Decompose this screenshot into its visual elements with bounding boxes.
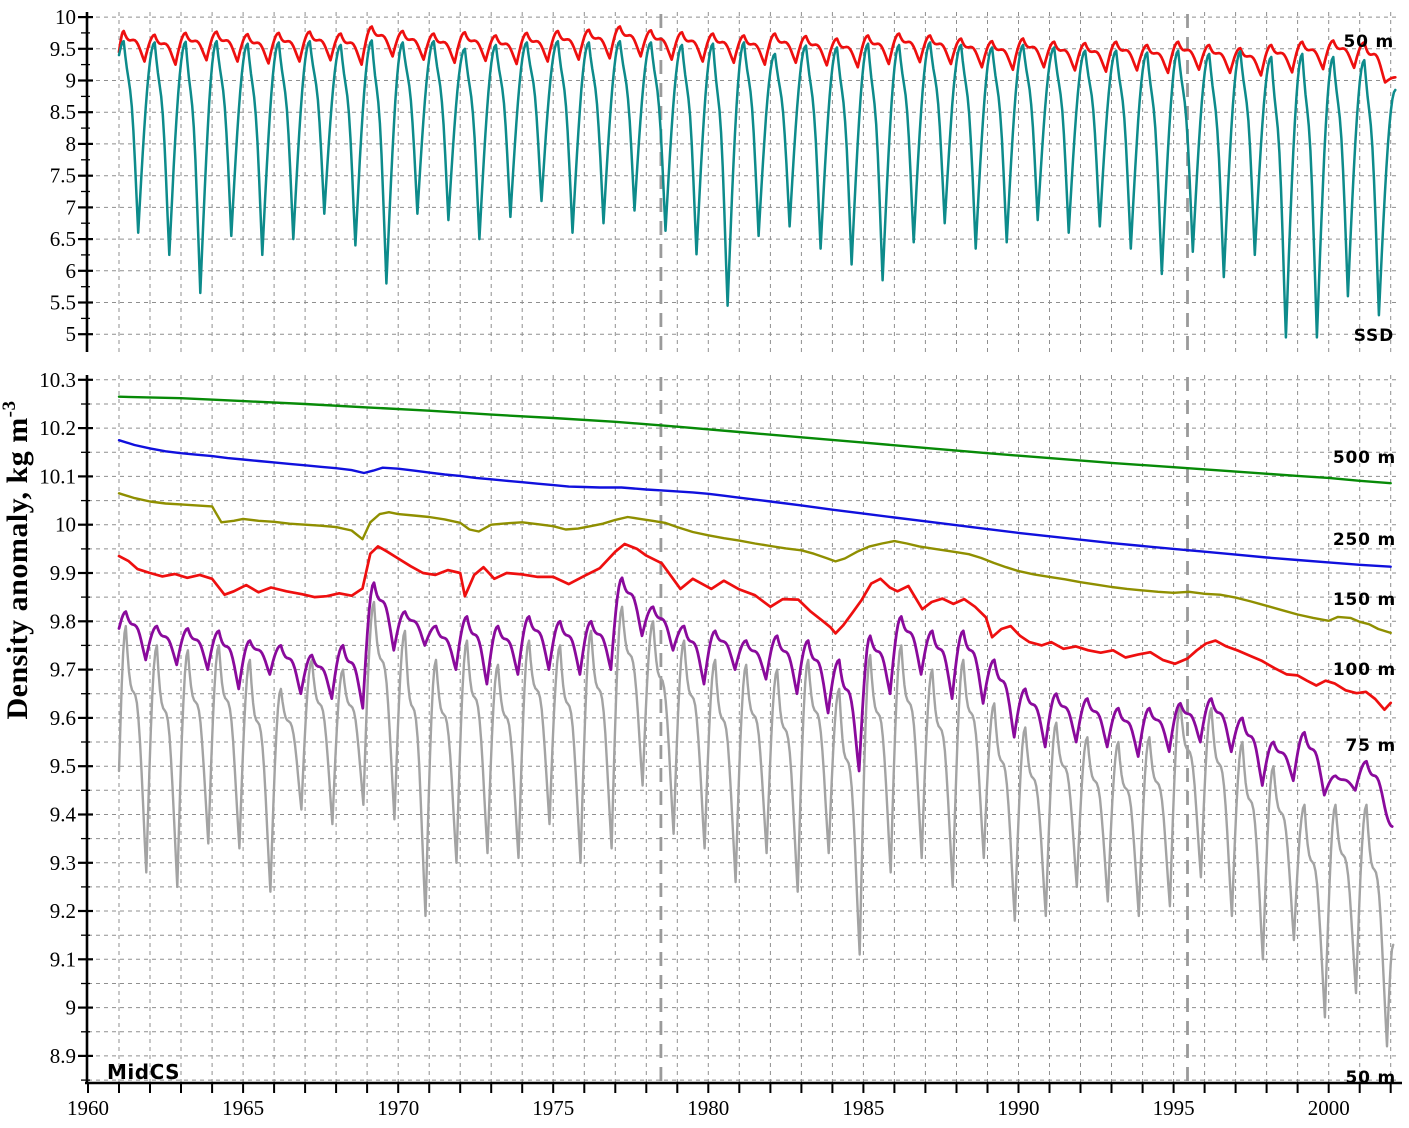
series-line-150-m-bottom (117, 492, 1392, 635)
series-label-75m: 75 m (1345, 736, 1396, 756)
x-tick-label: 1990 (998, 1096, 1040, 1120)
series-line-75-m-bottom (117, 576, 1394, 828)
y-tick-label: 8.9 (50, 1044, 76, 1068)
y-tick-label: 9.2 (50, 899, 76, 923)
x-tick-label: 1980 (687, 1096, 729, 1120)
y-tick-label: 9.1 (50, 947, 76, 971)
series-line-50-m-bottom (117, 600, 1395, 1048)
x-tick-label: 2000 (1308, 1096, 1350, 1120)
y-tick-label: 6 (66, 259, 77, 283)
series-label-250m: 250 m (1332, 530, 1396, 550)
series-line-500-m-bottom (117, 395, 1392, 485)
x-tick-labels: 1960 1965 1970 1975 1980 1985 1990 1995 2000 (67, 1096, 1350, 1120)
y-tick-label: 9.8 (50, 609, 76, 633)
y-tick-label: 9.4 (50, 803, 77, 827)
y-tick-label: 10.3 (39, 368, 76, 392)
y-tick-label: 5 (66, 322, 77, 346)
y-tick-label: 9.9 (50, 561, 76, 585)
y-tick-label: 10.1 (39, 464, 76, 488)
x-tick-label: 1970 (377, 1096, 419, 1120)
series-group-top (117, 25, 1397, 339)
y-tick-label: 9.7 (50, 658, 76, 682)
series-line-250-m-bottom (117, 439, 1392, 568)
y-axis-top (78, 12, 93, 352)
y-axis-bottom (78, 375, 93, 1083)
x-tick-label: 1965 (222, 1096, 264, 1120)
y-tick-label: 7.5 (50, 164, 76, 188)
y-tick-labels-bottom: 8.9 9 9.1 9.2 9.3 9.4 9.5 9.6 9.7 9.8 9.9 10 10.1 10.… (39, 368, 76, 1068)
y-tick-label: 6.5 (50, 227, 76, 251)
y-tick-label: 5.5 (50, 291, 76, 315)
panel-label-midcs: MidCS (107, 1060, 181, 1084)
series-line-ssd-top (117, 39, 1397, 339)
event-lines-top (659, 14, 1189, 352)
series-label-150m: 150 m (1332, 590, 1396, 610)
y-tick-label: 7 (66, 195, 77, 219)
series-line-100-m-bottom (117, 542, 1393, 712)
gridlines-top (88, 12, 1400, 352)
event-lines-bottom (659, 377, 1189, 1082)
y-tick-label: 9 (66, 69, 77, 93)
x-tick-label: 1985 (842, 1096, 884, 1120)
x-tick-label: 1995 (1153, 1096, 1195, 1120)
series-label-50m-top: 50 m (1343, 32, 1394, 52)
y-axis-title: Density anomaly, kg m-3 (0, 400, 34, 719)
y-tick-label: 9.5 (50, 37, 76, 61)
x-tick-label: 1960 (67, 1096, 109, 1120)
y-tick-label: 8 (66, 132, 77, 156)
y-tick-label: 10 (55, 513, 76, 537)
series-label-50m-bottom: 50 m (1345, 1068, 1396, 1088)
series-label-100m: 100 m (1332, 660, 1396, 680)
y-tick-label: 8.5 (50, 100, 76, 124)
y-tick-label: 9.5 (50, 754, 76, 778)
series-label-ssd: SSD (1353, 326, 1394, 346)
x-axis (85, 1081, 1402, 1093)
y-tick-labels-top: 5 5.5 6 6.5 7 7.5 8 8.5 9 9.5 10 (50, 5, 76, 346)
series-label-500m: 500 m (1332, 448, 1396, 468)
y-tick-label: 9 (66, 996, 77, 1020)
y-tick-label: 9.6 (50, 706, 76, 730)
y-tick-label: 10.2 (39, 416, 76, 440)
series-group-bottom (117, 395, 1395, 1048)
y-tick-label: 10 (55, 5, 76, 29)
x-tick-label: 1975 (532, 1096, 574, 1120)
series-line-50-m-top (117, 25, 1397, 84)
y-tick-label: 9.3 (50, 851, 76, 875)
